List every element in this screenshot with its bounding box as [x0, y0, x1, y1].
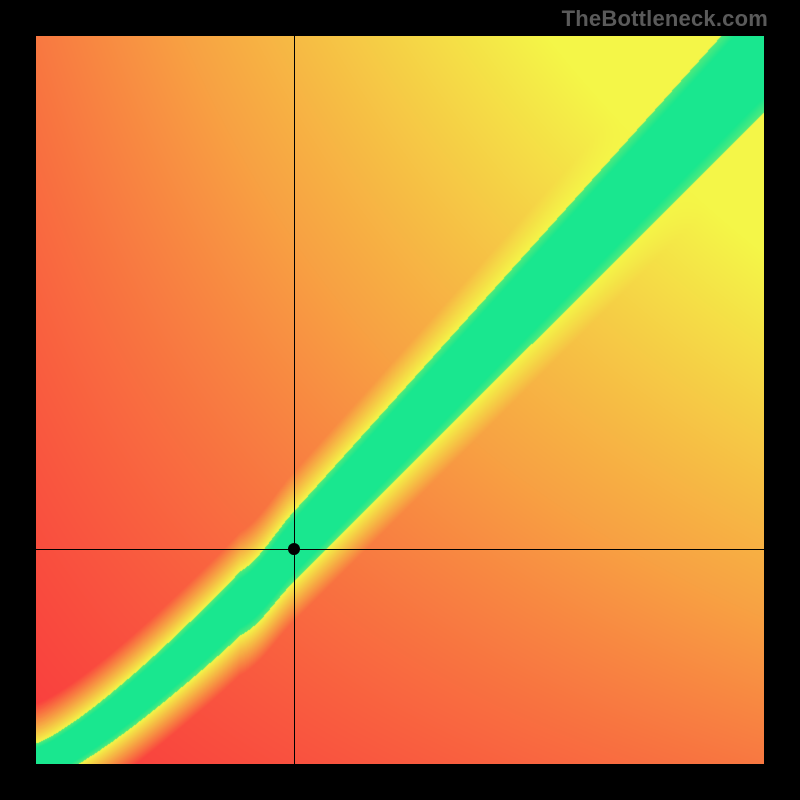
- heatmap-canvas: [36, 36, 764, 764]
- marker-dot: [288, 543, 300, 555]
- crosshair-vertical: [294, 36, 295, 764]
- crosshair-horizontal: [36, 549, 764, 550]
- heatmap-plot: [36, 36, 764, 764]
- watermark-text: TheBottleneck.com: [562, 6, 768, 32]
